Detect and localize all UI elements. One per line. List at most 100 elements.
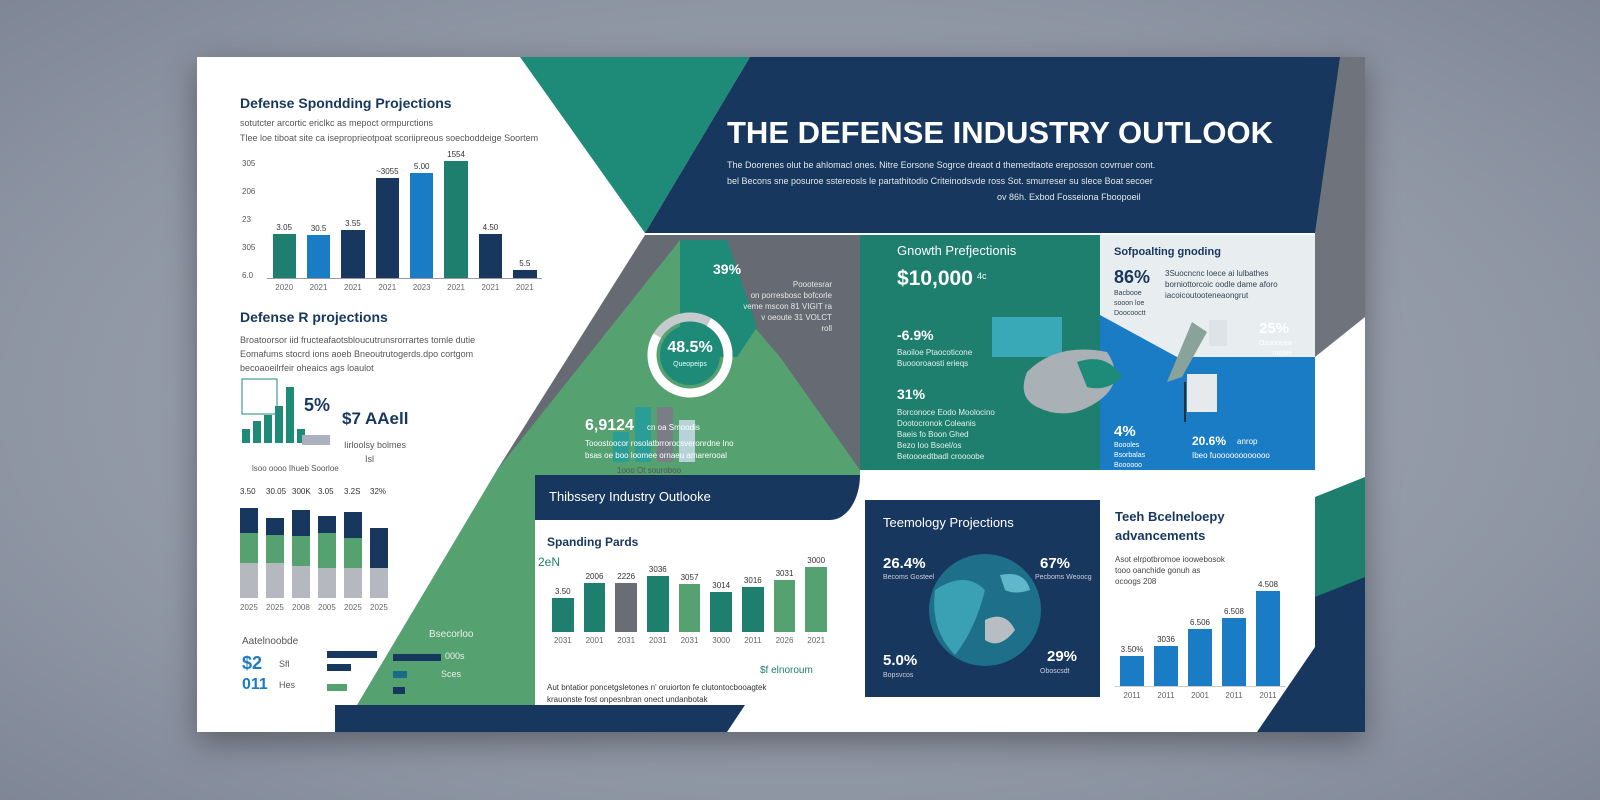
stacked-bar-segment bbox=[292, 566, 310, 598]
growth-title: Gnowth Prefjectionis bbox=[897, 243, 1017, 258]
x-tick-label: 2001 bbox=[1191, 691, 1209, 700]
tech-stat: 29% bbox=[1047, 648, 1078, 665]
bar-value-label: 3000 bbox=[807, 556, 826, 566]
text-line: Buoooroaosti erieqs bbox=[897, 359, 969, 368]
bar bbox=[341, 230, 365, 278]
bar bbox=[805, 567, 827, 632]
spending-stat-text: Bacbooe sooon loe Doocooctt bbox=[1114, 289, 1146, 319]
bar bbox=[615, 582, 637, 632]
stat-caption: Iirloolsy bolmes bbox=[344, 440, 407, 450]
stat-value: $7 AAell bbox=[342, 409, 409, 428]
bar-value-label: 3.50 bbox=[240, 487, 256, 496]
bottom-left-bar bbox=[327, 684, 347, 691]
donut-value: 48.5% bbox=[667, 339, 713, 356]
header-text-1: The Doorenes olut be ahlomacl ones. Nitr… bbox=[727, 160, 1156, 170]
bar bbox=[552, 597, 574, 632]
text-line: Betoooedtbadl croooobe bbox=[897, 452, 985, 461]
advancements-title: advancements bbox=[1115, 528, 1206, 543]
x-tick-label: 2025 bbox=[240, 603, 258, 612]
stacked-bar-segment bbox=[266, 535, 284, 563]
x-tick-label: 2025 bbox=[370, 603, 388, 612]
tech-stat: 67% bbox=[1040, 555, 1071, 572]
bar bbox=[1222, 618, 1246, 686]
x-tick-label: 2008 bbox=[292, 603, 310, 612]
tech-stat: 26.4% bbox=[883, 555, 926, 572]
bar-value-label: 30.05 bbox=[266, 487, 287, 496]
bar-value-label: 4.50 bbox=[482, 223, 499, 233]
bottom-center-bar bbox=[393, 654, 441, 661]
bar-value-label: 4.508 bbox=[1257, 580, 1279, 589]
stacked-bar-segment bbox=[344, 538, 362, 568]
bar bbox=[306, 235, 331, 278]
y-tick-label: 6.0 bbox=[242, 271, 254, 280]
outlook-footnote: krauonste fost onpesnbran onect undanbot… bbox=[547, 695, 708, 704]
bar-value-label: 3016 bbox=[743, 576, 762, 585]
chart-caption: lsoo oooo Ihueb Soorloe bbox=[252, 464, 339, 473]
x-tick-label: 2021 bbox=[807, 636, 826, 645]
text-line: Poootesrar bbox=[792, 280, 832, 289]
stacked-bar-segment bbox=[266, 518, 284, 535]
text-line: Bacbooe bbox=[1114, 290, 1142, 297]
bottom-left-bar bbox=[327, 651, 377, 658]
infographic-poster: THE DEFENSE INDUSTRY OUTLOOK The Doorene… bbox=[197, 57, 1365, 732]
text-line: tooo oanchide gonuh as bbox=[1115, 566, 1201, 575]
stacked-bar-segment bbox=[240, 533, 258, 563]
stat-5-percent: 5% bbox=[304, 395, 331, 415]
text-line: Doocooctt bbox=[1114, 310, 1146, 317]
stacked-bar-segment bbox=[370, 568, 388, 598]
x-tick-label: 2025 bbox=[344, 603, 362, 612]
growth-stat-text: Borconoce Eodo Moolocino Dootocronok Cole… bbox=[897, 407, 995, 462]
outlook-footnote: Aut bntatior poncetgsletones n' oruiorto… bbox=[547, 683, 767, 692]
text-line: sooon loe bbox=[1114, 300, 1145, 307]
spending-description: 3Suocncnc loece ai lulbathes borniottorco… bbox=[1165, 268, 1278, 301]
projections-text: Broatoorsor iid fructeafaotsbloucutrunsr… bbox=[240, 335, 476, 345]
growth-stat-text: Baoiloe Ptaocoticone Buoooroaosti erieqs bbox=[897, 347, 972, 369]
bottom-center-value: 000s bbox=[445, 651, 465, 661]
text-line: Boooles bbox=[1114, 442, 1140, 449]
mini-bar-chart-icon bbox=[241, 378, 330, 445]
bottom-left-label: Aatelnoobde bbox=[242, 636, 299, 647]
x-tick-label: 2011 bbox=[1259, 691, 1277, 700]
outlook-bar-chart: 3.50 2031 2006 2001 2226 2031 3036 2031 3057 2031… bbox=[547, 556, 832, 645]
advancements-bar-chart: 3.50% 2011 3036 2011 6.506 2001 6.508 2011 4.508… bbox=[1115, 580, 1285, 700]
header-text-2: bel Becons sne posuroe sstereosls le par… bbox=[727, 176, 1153, 186]
growth-amount-suffix: 4c bbox=[977, 271, 987, 281]
bar-value-label: 6.508 bbox=[1223, 607, 1245, 616]
x-tick-label: 2021 bbox=[515, 283, 534, 292]
bar-value-label: 2006 bbox=[585, 571, 604, 581]
left-bar-chart: 3.05 2020 30.5 2021 3.55 2021 ~3055 2021 5.00 202… bbox=[267, 150, 542, 292]
bar bbox=[742, 587, 764, 632]
equipment-illustration bbox=[1167, 320, 1227, 422]
x-tick-label: 2021 bbox=[378, 283, 397, 292]
center-stat-text: Tooostoocor rosolatbrrorocsveronrdne Ino bbox=[585, 439, 734, 448]
x-tick-label: 2021 bbox=[481, 283, 500, 292]
x-tick-label: 2031 bbox=[617, 636, 636, 645]
bar-value-label: 1554 bbox=[447, 150, 465, 160]
bar bbox=[583, 582, 606, 632]
left-chart-title: Defense Spondding Projections bbox=[240, 95, 452, 111]
text-line: 3Suocncnc loece ai lulbathes bbox=[1165, 269, 1269, 278]
growth-stat: 31% bbox=[897, 386, 926, 402]
bar-value-label: 3.05 bbox=[276, 223, 292, 233]
bottom-center-label: Bsecorloo bbox=[429, 629, 474, 640]
projections-text: becoaoeilrfeir oheaics ags loaulot bbox=[240, 363, 374, 373]
tech-projections-card: Teemology Projections 26.4% Becoms Goste… bbox=[865, 500, 1100, 697]
bar bbox=[1154, 646, 1178, 686]
text-line: veme mscon 81 VIGIT ra bbox=[743, 302, 832, 311]
donut-chart bbox=[647, 312, 733, 398]
bar bbox=[410, 173, 434, 278]
bottom-center-bar bbox=[393, 671, 407, 678]
tech-stat-text: Bopsvcos bbox=[883, 672, 914, 679]
bar bbox=[444, 161, 468, 278]
spending-stat: 4% bbox=[1114, 423, 1136, 440]
spending-title: Sofpoalting gnoding bbox=[1114, 246, 1221, 258]
projections-text: Eomafums stocrd ions aoeb Bneoutrutogerd… bbox=[240, 349, 474, 359]
text-line: Oooooeaa bbox=[1259, 340, 1292, 347]
tech-stat-text: Becoms Gosteel bbox=[883, 574, 935, 581]
bottom-center-value: Sces bbox=[441, 669, 462, 679]
center-stat-suffix: cn oa Smoodis bbox=[647, 423, 700, 432]
bar-value-label: 6.506 bbox=[1189, 618, 1211, 627]
stacked-bar-segment bbox=[344, 568, 362, 598]
x-tick-label: 2011 bbox=[744, 636, 762, 645]
x-tick-label: 2021 bbox=[344, 283, 362, 292]
